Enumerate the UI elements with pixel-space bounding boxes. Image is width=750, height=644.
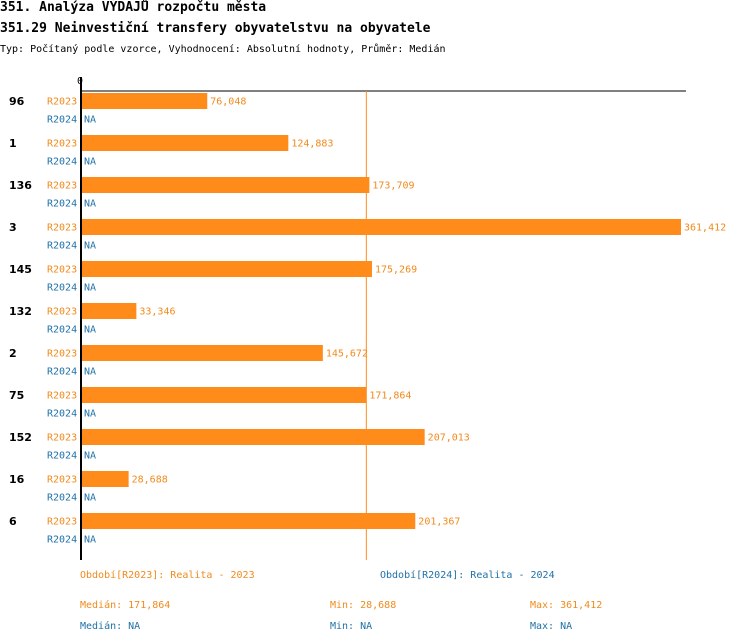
series-label-r2024: R2024 — [47, 451, 77, 462]
series-label-r2024: R2024 — [47, 493, 77, 504]
series-label-r2023: R2023 — [47, 391, 77, 402]
bar-r2023 — [81, 261, 372, 277]
category-label: 16 — [9, 473, 25, 486]
stat-r2024-max: Max: NA — [530, 621, 573, 632]
data-label-r2024: NA — [84, 451, 96, 462]
data-label-r2024: NA — [84, 409, 96, 420]
legend-r2023: Období[R2023]: Realita - 2023 — [80, 570, 255, 581]
series-label-r2023: R2023 — [47, 517, 77, 528]
category-label: 75 — [9, 389, 24, 402]
chart-subtitle: 351.29 Neinvestiční transfery obyvatelst… — [0, 21, 431, 36]
stat-r2023-median: Medián: 171,864 — [80, 600, 171, 611]
stat-r2023-max: Max: 361,412 — [530, 600, 603, 611]
category-label: 152 — [9, 431, 32, 444]
chart-meta: Typ: Počítaný podle vzorce, Vyhodnocení:… — [0, 44, 446, 55]
category-label: 136 — [9, 179, 32, 192]
series-label-r2024: R2024 — [47, 325, 77, 336]
data-label-r2023: 175,269 — [375, 265, 417, 276]
bar-r2023 — [81, 303, 137, 319]
category-label: 132 — [9, 305, 32, 318]
data-label-r2024: NA — [84, 325, 96, 336]
bar-r2023 — [81, 345, 323, 361]
data-label-r2024: NA — [84, 199, 96, 210]
bar-r2023 — [81, 387, 367, 403]
data-label-r2023: 76,048 — [210, 97, 246, 108]
data-label-r2023: 173,709 — [372, 181, 414, 192]
category-label: 145 — [9, 263, 32, 276]
series-label-r2024: R2024 — [47, 199, 77, 210]
data-label-r2024: NA — [84, 283, 96, 294]
data-label-r2024: NA — [84, 157, 96, 168]
category-label: 1 — [9, 137, 17, 150]
series-label-r2023: R2023 — [47, 139, 77, 150]
data-label-r2023: 145,672 — [326, 349, 368, 360]
series-label-r2024: R2024 — [47, 115, 77, 126]
bar-r2023 — [81, 177, 370, 193]
category-label: 96 — [9, 95, 25, 108]
category-label: 2 — [9, 347, 17, 360]
data-label-r2023: 207,013 — [428, 433, 470, 444]
series-label-r2023: R2023 — [47, 349, 77, 360]
legend-r2024: Období[R2024]: Realita - 2024 — [380, 570, 555, 581]
stat-r2023-min: Min: 28,688 — [330, 600, 397, 611]
series-label-r2023: R2023 — [47, 97, 77, 108]
series-label-r2023: R2023 — [47, 223, 77, 234]
data-label-r2023: 124,883 — [291, 139, 333, 150]
bar-r2023 — [81, 471, 129, 487]
data-label-r2024: NA — [84, 367, 96, 378]
series-label-r2024: R2024 — [47, 157, 77, 168]
bar-r2023 — [81, 219, 681, 235]
series-label-r2023: R2023 — [47, 307, 77, 318]
page-title: 351. Analýza VÝDAJŮ rozpočtu města — [0, 0, 267, 15]
bar-r2023 — [81, 513, 416, 529]
series-label-r2023: R2023 — [47, 475, 77, 486]
series-label-r2024: R2024 — [47, 535, 77, 546]
series-label-r2023: R2023 — [47, 181, 77, 192]
data-label-r2023: 361,412 — [684, 223, 726, 234]
category-label: 6 — [9, 515, 17, 528]
series-label-r2023: R2023 — [47, 265, 77, 276]
data-label-r2023: 171,864 — [369, 391, 411, 402]
stat-r2024-median: Medián: NA — [80, 621, 141, 632]
data-label-r2024: NA — [84, 115, 96, 126]
bar-r2023 — [81, 93, 208, 109]
bar-r2023 — [81, 135, 289, 151]
stat-r2024-min: Min: NA — [330, 621, 373, 632]
category-label: 3 — [9, 221, 17, 234]
series-label-r2024: R2024 — [47, 367, 77, 378]
data-label-r2023: 33,346 — [139, 307, 175, 318]
series-label-r2024: R2024 — [47, 409, 77, 420]
data-label-r2023: 201,367 — [418, 517, 460, 528]
series-label-r2023: R2023 — [47, 433, 77, 444]
data-label-r2023: 28,688 — [132, 475, 168, 486]
bar-r2023 — [81, 429, 425, 445]
data-label-r2024: NA — [84, 535, 96, 546]
series-label-r2024: R2024 — [47, 241, 77, 252]
data-label-r2024: NA — [84, 241, 96, 252]
bar-chart: 096R202376,048R2024NA1R2023124,883R2024N… — [9, 76, 726, 560]
data-label-r2024: NA — [84, 493, 96, 504]
series-label-r2024: R2024 — [47, 283, 77, 294]
